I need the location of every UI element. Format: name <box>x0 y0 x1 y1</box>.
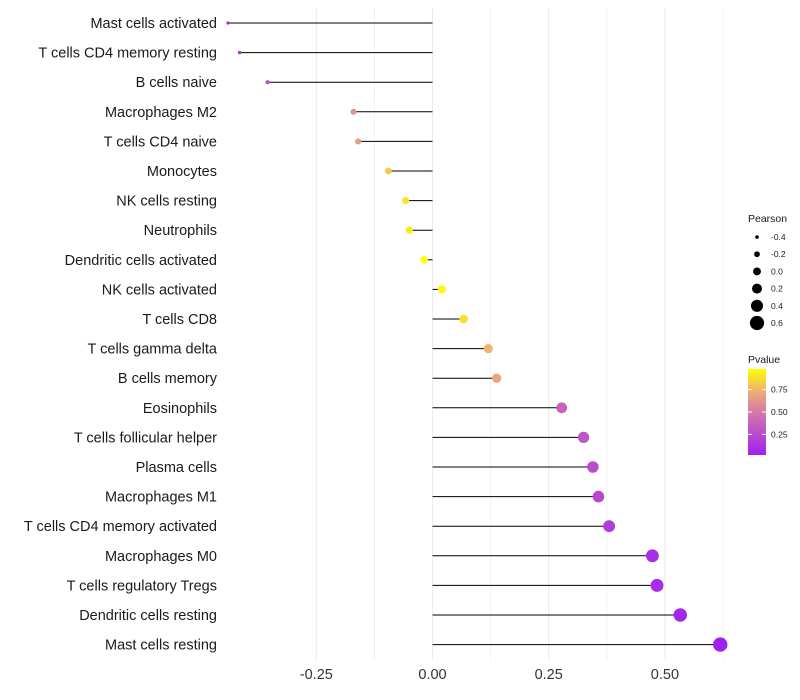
y-tick-label: NK cells resting <box>116 194 217 210</box>
y-tick-label: T cells CD4 memory activated <box>24 519 217 535</box>
y-tick-label: B cells naive <box>136 75 217 91</box>
data-point <box>713 637 728 652</box>
data-point <box>350 108 357 115</box>
y-tick-label: Macrophages M2 <box>105 105 217 121</box>
colorbar-tick-label: 0.50 <box>771 407 788 417</box>
y-tick-label: Dendritic cells resting <box>79 608 217 624</box>
data-point <box>437 285 446 294</box>
x-tick-label: 0.00 <box>418 667 446 683</box>
size-legend-key <box>752 283 762 294</box>
size-legend-label: 0.0 <box>771 266 783 276</box>
data-point <box>592 490 605 503</box>
data-point <box>673 608 688 622</box>
pearson-legend-title: Pearson <box>748 213 787 225</box>
data-point <box>384 167 392 175</box>
data-point <box>587 461 599 473</box>
y-tick-label: T cells gamma delta <box>88 342 218 358</box>
size-legend-key <box>750 299 764 312</box>
data-point <box>459 314 468 324</box>
data-point <box>355 138 362 145</box>
grid-lines <box>315 8 724 660</box>
pvalue-legend-title: Pvalue <box>748 354 780 366</box>
colorbar-tick-label: 0.75 <box>771 385 788 395</box>
y-tick-label: Plasma cells <box>136 460 217 476</box>
y-tick-label: T cells regulatory Tregs <box>67 578 217 594</box>
y-tick-label: T cells CD4 naive <box>104 134 217 150</box>
data-point <box>265 80 270 85</box>
data-point <box>645 549 659 563</box>
y-tick-label: Macrophages M1 <box>105 490 217 506</box>
x-axis-tick-labels: -0.25 0.00 0.25 0.50 <box>300 667 679 683</box>
lollipop-stems <box>228 22 721 646</box>
y-tick-label: Eosinophils <box>143 401 217 417</box>
x-tick-label: -0.25 <box>300 667 333 683</box>
data-point <box>650 578 664 592</box>
size-legend-key <box>754 251 760 258</box>
size-legend-label: 0.4 <box>771 301 783 311</box>
pvalue-color-legend: Pvalue 0.75 0.50 0.25 <box>748 354 788 455</box>
size-legend-key <box>749 315 765 331</box>
data-point <box>577 431 590 444</box>
y-axis-labels: Mast cells activated T cells CD4 memory r… <box>24 16 218 654</box>
data-point <box>556 402 568 414</box>
pvalue-colorbar <box>748 369 766 455</box>
y-tick-label: Mast cells activated <box>90 16 217 32</box>
data-point <box>405 226 413 234</box>
y-tick-label: Macrophages M0 <box>105 549 217 565</box>
data-point <box>237 50 242 55</box>
x-tick-label: 0.50 <box>651 667 679 683</box>
y-tick-label: T cells CD4 memory resting <box>38 46 217 62</box>
y-tick-label: T cells follicular helper <box>74 430 217 446</box>
data-point <box>226 21 230 25</box>
size-legend-key <box>753 267 761 276</box>
x-tick-label: 0.25 <box>535 667 563 683</box>
size-legend-label: 0.2 <box>771 284 783 294</box>
colorbar-tick-label: 0.25 <box>771 429 788 439</box>
y-tick-label: Neutrophils <box>144 223 217 239</box>
size-legend-label: -0.2 <box>771 249 786 259</box>
y-tick-label: Monocytes <box>147 164 217 180</box>
size-legend-key <box>755 235 759 239</box>
data-point <box>492 373 502 383</box>
data-point <box>420 255 428 264</box>
data-point <box>401 196 410 205</box>
y-tick-label: T cells CD8 <box>142 312 217 328</box>
y-tick-label: Dendritic cells activated <box>65 253 217 269</box>
lollipop-points <box>226 21 728 652</box>
size-legend-label: -0.4 <box>771 232 786 242</box>
data-point <box>603 520 616 533</box>
data-point <box>483 344 493 354</box>
size-legend-label: 0.6 <box>771 318 783 328</box>
pearson-size-legend: Pearson -0.4 -0.2 0.0 0.2 0.4 0.6 <box>748 213 787 331</box>
y-tick-label: Mast cells resting <box>105 638 217 654</box>
y-tick-label: NK cells activated <box>102 282 217 298</box>
y-tick-label: B cells memory <box>118 371 218 387</box>
